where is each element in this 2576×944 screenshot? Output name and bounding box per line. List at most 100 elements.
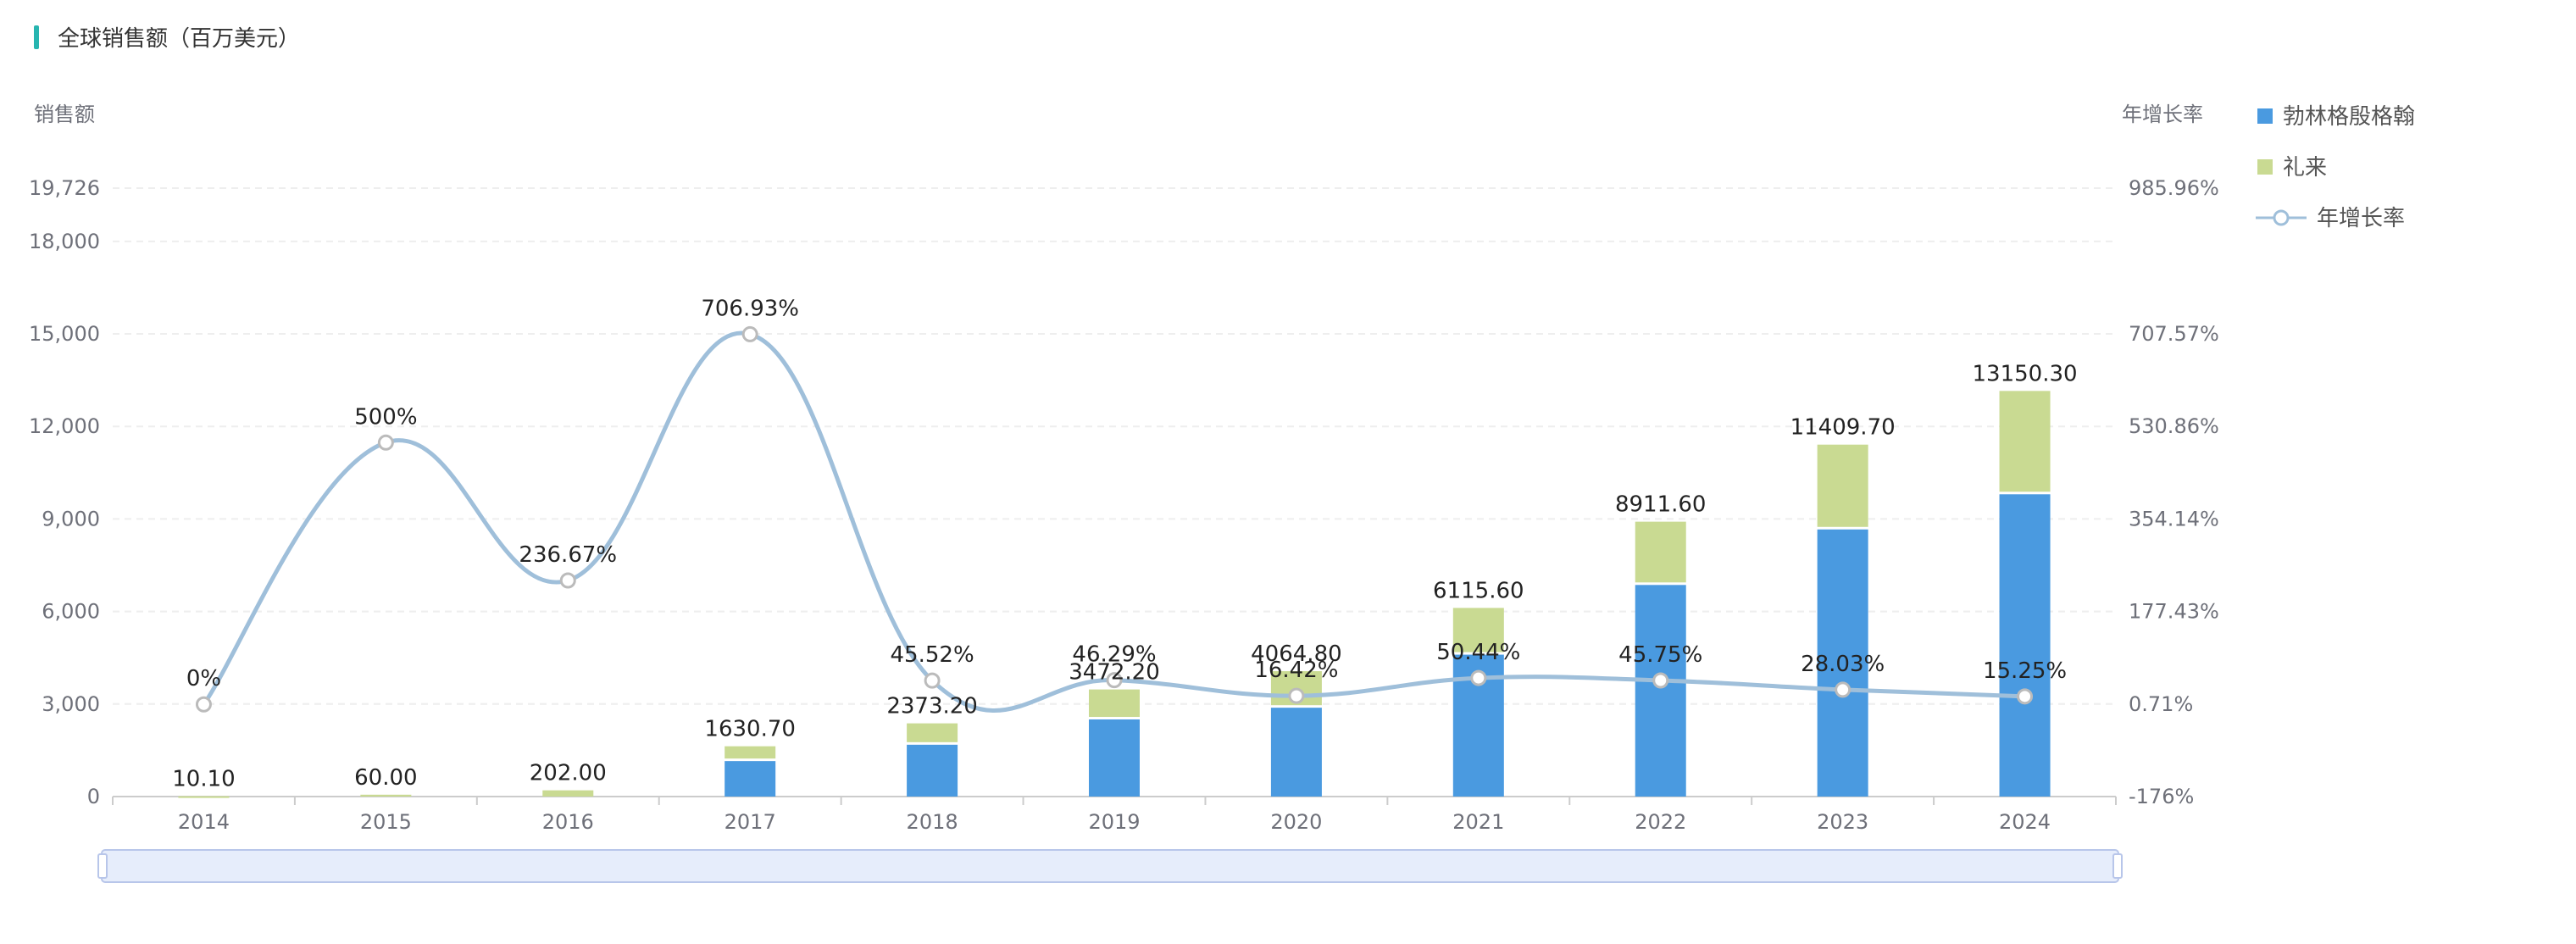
- bar-series-a[interactable]: [724, 761, 776, 797]
- left-tick-label: 15,000: [29, 322, 100, 346]
- bars[interactable]: [178, 391, 2051, 798]
- bar-series-a[interactable]: [1270, 708, 1322, 797]
- x-tick-label: 2023: [1817, 810, 1868, 834]
- growth-point[interactable]: [1288, 687, 1305, 704]
- bar-series-b[interactable]: [1817, 444, 1868, 527]
- x-tick-label: 2015: [360, 810, 412, 834]
- total-value-label: 60.00: [354, 765, 417, 791]
- growth-value-label: 500%: [354, 404, 417, 430]
- growth-point[interactable]: [1835, 681, 1852, 698]
- total-value-label: 202.00: [530, 761, 607, 786]
- data-zoom-slider[interactable]: [97, 849, 2123, 883]
- x-tick-label: 2017: [724, 810, 776, 834]
- right-tick-label: 707.57%: [2129, 322, 2219, 346]
- left-tick-label: 12,000: [29, 414, 100, 438]
- left-tick-label: 9,000: [42, 507, 100, 530]
- growth-point[interactable]: [377, 434, 394, 451]
- chart-title: 全球销售额（百万美元）: [58, 26, 300, 52]
- grid-lines: [113, 187, 2116, 705]
- right-tick-label: 530.86%: [2129, 414, 2219, 438]
- bar-series-a[interactable]: [1089, 719, 1140, 797]
- x-tick-label: 2020: [1270, 810, 1322, 834]
- x-tick-label: 2018: [907, 810, 958, 834]
- left-axis: 0 3,000 6,000 9,000 12,000 15,000 18,000 19,726: [29, 176, 100, 808]
- legend-label-a: 勃林格殷格翰: [2283, 104, 2415, 130]
- growth-value-label: 706.93%: [701, 296, 799, 321]
- right-tick-label: 177.43%: [2129, 600, 2219, 624]
- legend-item-series-a[interactable]: 勃林格殷格翰: [2257, 104, 2415, 130]
- left-tick-label: 6,000: [42, 600, 100, 624]
- legend-item-series-b[interactable]: 礼来: [2257, 155, 2327, 180]
- growth-line[interactable]: [195, 325, 2034, 713]
- right-tick-label: -176%: [2129, 785, 2194, 808]
- growth-point[interactable]: [1652, 672, 1669, 689]
- growth-value-label: 28.03%: [1801, 652, 1885, 677]
- growth-value-label: 46.29%: [1072, 642, 1156, 668]
- right-axis: -176% 0.71% 177.43% 354.14% 530.86% 707.57% 98…: [2129, 176, 2219, 808]
- bar-series-b[interactable]: [724, 746, 776, 759]
- growth-value-label: 236.67%: [519, 542, 617, 568]
- right-tick-label: 985.96%: [2129, 176, 2219, 200]
- bar-series-b[interactable]: [1999, 391, 2051, 492]
- growth-value-label: 15.25%: [1983, 658, 2067, 684]
- bar-series-b[interactable]: [178, 796, 230, 798]
- legend-swatch-a: [2257, 108, 2273, 124]
- growth-point[interactable]: [2017, 688, 2034, 705]
- total-value-label: 8911.60: [1615, 492, 1707, 518]
- x-axis: 2014 2015 2016 2017 2018 2019 2020 2021 2022 2023…: [112, 796, 2117, 834]
- total-value-label: 11409.70: [1790, 415, 1896, 441]
- title-accent-bar: [34, 25, 39, 49]
- x-tick-label: 2016: [542, 810, 594, 834]
- total-value-label: 6115.60: [1433, 578, 1524, 603]
- growth-point[interactable]: [924, 672, 941, 689]
- legend-swatch-b: [2257, 159, 2273, 175]
- x-tick-label: 2024: [1999, 810, 2051, 834]
- bar-series-b[interactable]: [542, 790, 594, 797]
- growth-point[interactable]: [1470, 669, 1487, 686]
- right-tick-label: 354.14%: [2129, 507, 2219, 530]
- growth-point[interactable]: [559, 572, 576, 589]
- bar-series-a[interactable]: [907, 744, 958, 797]
- legend-item-line[interactable]: 年增长率: [2256, 206, 2405, 231]
- left-tick-label: 18,000: [29, 230, 100, 253]
- growth-point[interactable]: [1106, 672, 1123, 689]
- data-labels: 10.10 0% 60.00 500% 202.00 236.67% 1630.70 706.…: [172, 296, 2077, 791]
- legend-line-marker: [2273, 209, 2290, 226]
- legend[interactable]: 勃林格殷格翰 礼来 年增长率: [2256, 104, 2415, 231]
- x-tick-label: 2022: [1635, 810, 1686, 834]
- left-tick-label: 3,000: [42, 692, 100, 716]
- bar-series-b[interactable]: [1089, 689, 1140, 718]
- legend-label-b: 礼来: [2283, 155, 2327, 180]
- bar-series-a[interactable]: [1635, 585, 1686, 797]
- growth-value-label: 0%: [186, 666, 221, 691]
- total-value-label: 10.10: [172, 767, 235, 792]
- left-tick-label: 19,726: [29, 176, 100, 200]
- data-zoom-track[interactable]: [101, 849, 2119, 883]
- total-value-label: 13150.30: [1973, 361, 2078, 386]
- growth-point[interactable]: [741, 325, 758, 342]
- x-tick-label: 2014: [178, 810, 230, 834]
- total-value-label: 4064.80: [1251, 641, 1342, 667]
- data-zoom-handle-left[interactable]: [97, 853, 108, 879]
- left-axis-name: 销售额: [34, 103, 95, 126]
- legend-label-line: 年增长率: [2317, 206, 2405, 231]
- growth-value-label: 45.52%: [891, 642, 974, 668]
- bar-series-b[interactable]: [1452, 608, 1504, 652]
- growth-value-label: 50.44%: [1436, 640, 1520, 665]
- total-value-label: 3472.20: [1069, 660, 1160, 686]
- x-tick-label: 2019: [1088, 810, 1140, 834]
- bar-series-b[interactable]: [907, 723, 958, 742]
- bar-series-b[interactable]: [1635, 521, 1686, 583]
- growth-value-label: 45.75%: [1618, 642, 1702, 668]
- bar-series-b[interactable]: [360, 794, 412, 797]
- total-value-label: 2373.20: [886, 694, 978, 719]
- total-value-label: 1630.70: [704, 717, 796, 742]
- left-tick-label: 0: [87, 785, 100, 808]
- bar-series-a[interactable]: [1817, 529, 1868, 797]
- growth-point[interactable]: [195, 696, 212, 713]
- data-zoom-handle-right[interactable]: [2112, 853, 2123, 879]
- bar-series-a[interactable]: [1999, 494, 2051, 797]
- growth-value-label: 16.42%: [1254, 658, 1338, 683]
- x-tick-label: 2021: [1452, 810, 1504, 834]
